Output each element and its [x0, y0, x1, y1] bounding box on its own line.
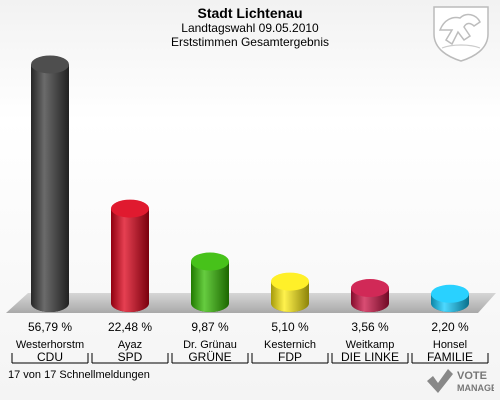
candidate-label: Honsel: [433, 339, 467, 351]
candidate-label: Dr. Grünau: [183, 339, 237, 351]
chart-subtitle-type: Erststimmen Gesamtergebnis: [170, 35, 330, 49]
logo-text-manager: MANAGER: [457, 383, 494, 393]
party-label: SPD: [118, 350, 143, 364]
party-label: GRÜNE: [188, 350, 231, 364]
status-text: 17 von 17 Schnellmeldungen: [8, 369, 150, 381]
bar-6: [431, 284, 469, 312]
bar-3: [191, 252, 229, 312]
vote-manager-logo: VOTE MANAGER: [427, 369, 494, 393]
candidate-label: Kesternich: [264, 339, 316, 351]
bar-1: [31, 55, 69, 312]
value-label: 22,48 %: [108, 320, 152, 334]
party-label: CDU: [37, 350, 63, 364]
bar-5: [351, 279, 389, 312]
logo-text-vote: VOTE: [457, 370, 487, 382]
coat-of-arms-icon: [433, 6, 489, 62]
bar-4: [271, 272, 309, 312]
chart-title: Stadt Lichtenau: [197, 5, 303, 21]
checkmark-icon: [427, 369, 453, 393]
value-label: 56,79 %: [28, 320, 72, 334]
value-label: 2,20 %: [431, 320, 469, 334]
candidate-label: Ayaz: [118, 339, 142, 351]
chart-header: Stadt Lichtenau Landtagswahl 09.05.2010 …: [0, 0, 500, 49]
chart-floor: [6, 293, 496, 313]
party-label: DIE LINKE: [341, 350, 399, 364]
party-label: FDP: [278, 350, 302, 364]
candidate-label: Weitkamp: [346, 339, 395, 351]
value-label: 5,10 %: [271, 320, 309, 334]
party-label: FAMILIE: [427, 350, 473, 364]
value-label: 3,56 %: [351, 320, 389, 334]
value-label: 9,87 %: [191, 320, 229, 334]
chart-subtitle-date: Landtagswahl 09.05.2010: [181, 21, 319, 35]
candidate-label: Westerhorstm: [16, 339, 84, 351]
bar-2: [111, 199, 149, 312]
